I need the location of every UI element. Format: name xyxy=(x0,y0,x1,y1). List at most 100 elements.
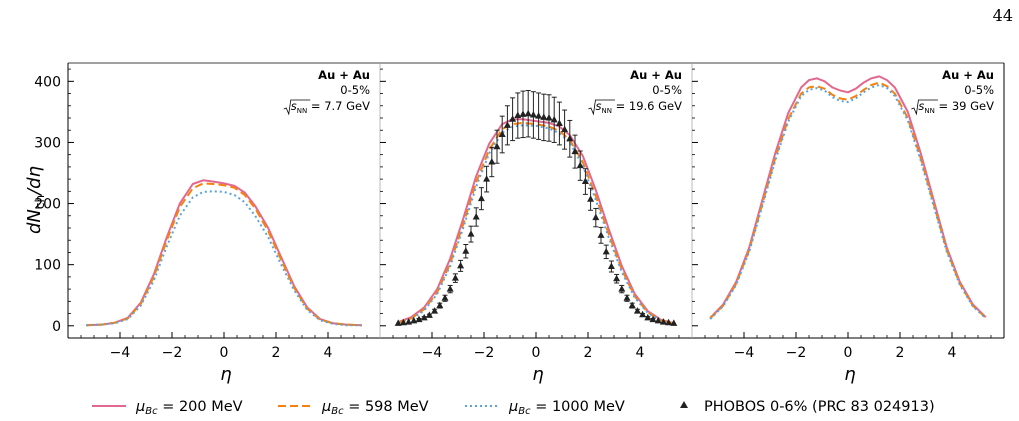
data-point-phobos xyxy=(659,318,667,325)
data-point-phobos xyxy=(581,177,589,185)
series-line-mu1000 xyxy=(86,190,362,327)
x-axis-label: η xyxy=(844,364,855,385)
data-point-phobos xyxy=(592,213,600,221)
x-tick-label: 0 xyxy=(844,345,853,361)
x-tick-label: 2 xyxy=(896,345,905,361)
panel-1: −4 −2 0 2 4 0 100 200 300 400 Au + Au0-5% sNN = 7.7… xyxy=(34,62,380,385)
x-tick-label: −2 xyxy=(786,345,807,361)
y-tick-label: 400 xyxy=(34,74,61,90)
data-point-phobos xyxy=(649,315,657,323)
data-point-phobos xyxy=(514,111,522,119)
x-tick-label: −2 xyxy=(474,345,495,361)
sqrt-sign xyxy=(588,99,615,116)
centrality-label: 0-5% xyxy=(964,83,994,97)
data-point-phobos xyxy=(399,318,407,326)
legend-marker-phobos xyxy=(680,401,688,408)
data-point-phobos xyxy=(540,113,548,120)
data-point-phobos xyxy=(431,307,439,314)
x-tick-label: 4 xyxy=(636,345,645,361)
energy-label: sNN = 19.6 GeV xyxy=(595,99,682,115)
x-tick-label: −4 xyxy=(422,345,443,361)
data-point-phobos xyxy=(467,230,475,237)
data-point-phobos xyxy=(545,114,553,121)
series-line-mu200 xyxy=(397,118,675,325)
data-point-phobos xyxy=(519,110,527,117)
data-point-phobos xyxy=(472,213,480,220)
data-point-phobos xyxy=(607,262,615,269)
data-point-phobos xyxy=(420,313,428,321)
x-tick-label: 4 xyxy=(948,345,957,361)
legend-label-mu200: μBc = 200 MeV xyxy=(135,399,243,417)
legend: μBc = 200 MeV μBc = 598 MeV μBc = 1000 MeV… xyxy=(92,399,935,417)
data-point-phobos xyxy=(535,112,543,119)
energy-label: sNN = 7.7 GeV xyxy=(291,99,370,115)
system-label: Au + Au xyxy=(318,68,370,82)
data-point-phobos xyxy=(524,109,532,117)
x-axis-label: η xyxy=(220,364,231,385)
y-axis-label: dNch/dη xyxy=(24,166,47,234)
data-point-phobos xyxy=(639,310,647,318)
legend-label-mu1000: μBc = 1000 MeV xyxy=(508,399,625,417)
x-tick-label: 0 xyxy=(220,345,229,361)
series-line-mu1000 xyxy=(709,84,987,320)
data-point-phobos xyxy=(665,318,673,326)
data-point-phobos xyxy=(654,316,662,324)
data-point-phobos xyxy=(613,274,621,282)
data-point-phobos xyxy=(597,231,605,238)
data-point-phobos xyxy=(670,319,678,326)
series-line-mu598 xyxy=(86,182,362,327)
data-point-phobos xyxy=(488,158,496,165)
series-line-mu200 xyxy=(709,75,987,319)
panel-2: −4 −2 0 2 4 Au + Au0-5% sNN = 19.6 GeV η xyxy=(379,62,692,385)
sqrt-sign xyxy=(283,99,311,116)
data-point-phobos xyxy=(441,294,449,301)
x-tick-label: −4 xyxy=(734,345,755,361)
centrality-label: 0-5% xyxy=(652,83,682,97)
y-tick-label: 0 xyxy=(52,319,61,335)
data-point-phobos xyxy=(410,316,418,324)
data-point-phobos xyxy=(462,247,470,254)
data-point-phobos xyxy=(550,115,558,123)
data-point-phobos xyxy=(602,247,610,255)
data-point-phobos xyxy=(493,142,501,150)
data-point-phobos xyxy=(555,119,563,126)
x-axis-label: η xyxy=(532,364,543,385)
x-tick-label: 0 xyxy=(532,345,541,361)
data-point-phobos xyxy=(576,161,584,169)
data-point-phobos xyxy=(571,147,579,155)
data-point-phobos xyxy=(561,125,569,133)
x-tick-label: −4 xyxy=(110,345,131,361)
series-line-mu1000 xyxy=(397,124,675,325)
data-point-phobos xyxy=(498,130,506,137)
data-point-phobos xyxy=(415,315,423,323)
data-point-phobos xyxy=(457,261,465,269)
y-tick-label: 200 xyxy=(34,197,61,213)
data-point-phobos xyxy=(394,319,402,326)
y-tick-label: 100 xyxy=(34,258,61,274)
panel-3: −4 −2 0 2 4 Au + Au0-5% sNN = 39 GeV η xyxy=(691,62,1005,385)
series-line-mu200 xyxy=(86,179,362,327)
sqrt-sign xyxy=(911,99,938,116)
series-line-mu598 xyxy=(397,121,675,325)
data-point-phobos xyxy=(633,307,641,314)
data-point-phobos xyxy=(477,194,485,202)
data-point-phobos xyxy=(566,134,574,142)
system-label: Au + Au xyxy=(630,68,682,82)
data-point-phobos xyxy=(446,285,454,292)
data-point-phobos xyxy=(618,285,626,292)
data-point-phobos xyxy=(628,301,636,309)
data-point-phobos xyxy=(587,195,595,202)
data-point-phobos xyxy=(529,110,537,118)
y-tick-label: 300 xyxy=(34,135,61,151)
legend-label-mu598: μBc = 598 MeV xyxy=(321,399,429,417)
data-point-phobos xyxy=(483,175,491,182)
x-tick-label: 2 xyxy=(272,345,281,361)
data-point-phobos xyxy=(509,115,517,122)
centrality-label: 0-5% xyxy=(340,83,370,97)
x-tick-label: 2 xyxy=(584,345,593,361)
x-tick-label: −2 xyxy=(162,345,183,361)
x-tick-label: 4 xyxy=(324,345,333,361)
page-number: 44 xyxy=(992,6,1013,25)
system-label: Au + Au xyxy=(942,68,994,82)
